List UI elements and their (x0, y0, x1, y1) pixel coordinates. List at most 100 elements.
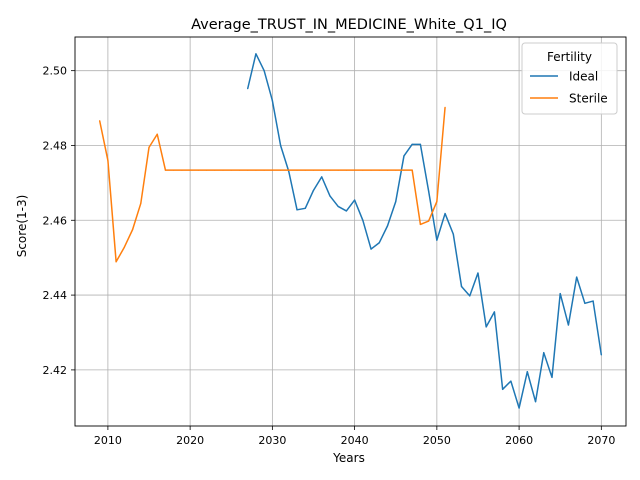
data-point (238, 169, 241, 171)
data-point (395, 200, 397, 203)
y-tick-label: 2.48 (43, 139, 68, 152)
data-point (247, 88, 249, 90)
data-point (312, 189, 315, 191)
data-point (436, 239, 438, 241)
data-point (156, 133, 158, 135)
data-point (452, 233, 454, 235)
data-point (518, 407, 520, 409)
x-tick-label: 2070 (587, 434, 615, 447)
data-point (205, 169, 208, 171)
data-point (600, 354, 602, 356)
legend-label-ideal: Ideal (569, 70, 598, 84)
data-point (592, 300, 594, 302)
data-point (280, 144, 282, 147)
data-point (189, 169, 191, 171)
data-point (370, 169, 372, 171)
x-tick-label: 2020 (176, 434, 204, 447)
data-point (386, 169, 389, 171)
data-point (329, 169, 331, 171)
data-point (280, 169, 282, 171)
data-point (477, 272, 479, 274)
data-point (296, 169, 298, 171)
data-point (321, 176, 323, 178)
y-tick-label: 2.46 (43, 214, 68, 227)
data-point (255, 169, 257, 171)
data-point (567, 324, 570, 326)
data-point (263, 70, 265, 72)
data-point (288, 169, 290, 171)
legend-box (521, 42, 618, 115)
data-point (354, 199, 356, 201)
chart-title: Average_TRUST_IN_MEDICINE_White_Q1_IQ (191, 17, 507, 33)
data-point (304, 207, 306, 209)
y-tick-label: 2.42 (43, 364, 68, 377)
data-point (411, 143, 413, 145)
series-sterile (98, 106, 446, 263)
data-point (197, 169, 199, 171)
series-line-ideal (246, 53, 603, 409)
data-point (255, 53, 257, 55)
x-axis-label: Years (332, 451, 365, 465)
data-point (214, 169, 216, 171)
data-point (378, 242, 380, 244)
series-lines (98, 53, 603, 409)
data-point (288, 171, 290, 173)
data-point (123, 246, 125, 248)
data-point (469, 295, 471, 297)
data-point (296, 209, 298, 211)
data-point (345, 169, 347, 171)
data-point (444, 106, 446, 108)
data-point (576, 276, 578, 278)
data-point (271, 99, 273, 102)
x-tick-label: 2040 (341, 434, 369, 447)
y-axis: 2.42 2.44 2.46 2.48 2.50 (43, 65, 75, 377)
data-point (395, 169, 397, 171)
data-point (107, 159, 109, 162)
data-point (362, 219, 364, 221)
data-point (419, 223, 421, 225)
data-point (148, 146, 150, 148)
data-point (559, 292, 561, 295)
data-point (370, 248, 372, 250)
y-axis-label: Score(1-3) (15, 195, 29, 258)
data-point (140, 202, 142, 205)
data-point (181, 169, 183, 171)
data-point (411, 169, 413, 171)
data-point (543, 352, 545, 354)
data-point (551, 376, 553, 378)
legend-label-sterile: Sterile (569, 92, 608, 106)
plot-area (74, 36, 627, 427)
data-point (173, 169, 175, 171)
data-point (164, 169, 167, 171)
data-point (493, 311, 496, 313)
data-point (362, 169, 364, 171)
x-tick-label: 2030 (258, 434, 286, 447)
data-point (403, 169, 405, 171)
data-point (584, 302, 586, 304)
data-point (460, 285, 463, 288)
data-point (403, 155, 405, 157)
data-point (378, 169, 380, 171)
data-point (502, 388, 504, 390)
data-point (386, 225, 389, 227)
y-tick-label: 2.44 (43, 289, 68, 302)
data-point (271, 169, 273, 171)
x-axis: 2010 2020 2030 2040 2050 2060 2070 (94, 426, 615, 447)
data-point (428, 220, 430, 222)
data-point (329, 195, 331, 197)
data-point (337, 205, 339, 208)
data-point (354, 169, 356, 171)
x-tick-label: 2050 (423, 434, 451, 447)
data-point (230, 169, 232, 171)
data-point (419, 143, 421, 145)
data-point (436, 200, 438, 203)
legend: Fertility Ideal Sterile (521, 42, 618, 115)
data-point (115, 261, 117, 263)
data-point (337, 169, 339, 171)
data-point (247, 169, 249, 171)
data-point (263, 169, 265, 171)
data-point (510, 380, 512, 382)
data-point (345, 210, 347, 212)
data-point (99, 120, 101, 122)
